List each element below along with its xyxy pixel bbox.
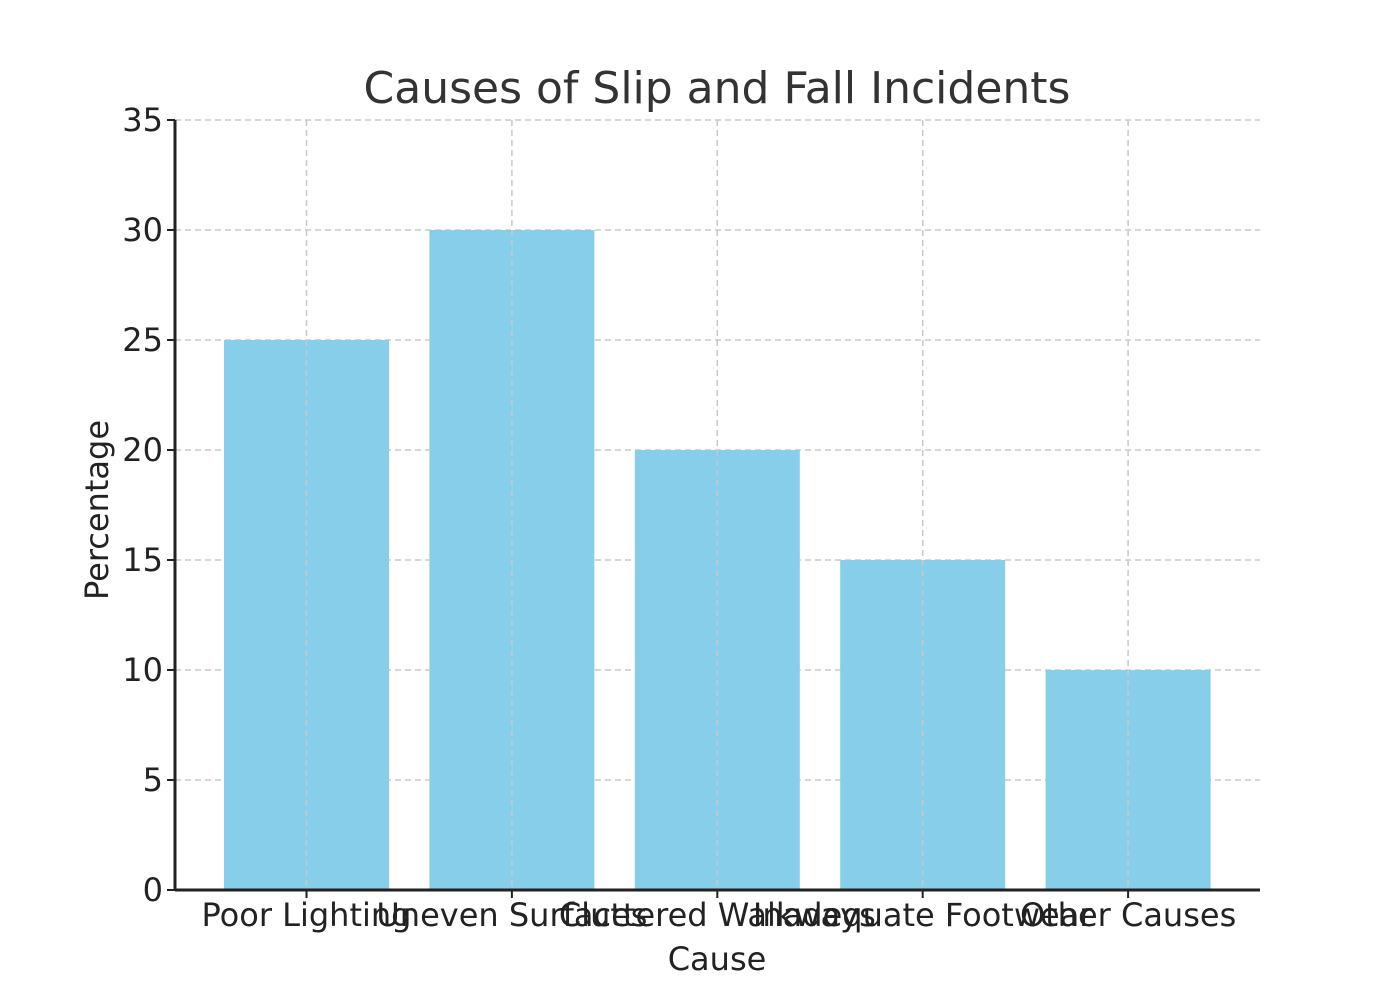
y-axis-ticks: 0 5 10 15 20 25 30 35 bbox=[122, 101, 175, 909]
x-axis-label: Cause bbox=[668, 940, 767, 978]
y-tick-label: 30 bbox=[122, 211, 163, 249]
x-tick-label: Inadequate Footwear bbox=[753, 896, 1093, 934]
x-tick-label: Other Causes bbox=[1020, 896, 1236, 934]
y-tick-label: 5 bbox=[143, 761, 163, 799]
y-tick-label: 35 bbox=[122, 101, 163, 139]
y-tick-label: 20 bbox=[122, 431, 163, 469]
y-axis-label: Percentage bbox=[78, 420, 116, 600]
x-tick-label: Uneven Surfaces bbox=[376, 896, 647, 934]
x-tick-label: Poor Lighting bbox=[202, 896, 412, 934]
chart-title: Causes of Slip and Fall Incidents bbox=[364, 63, 1071, 114]
x-tick-label: Cluttered Walkways bbox=[559, 896, 876, 934]
vertical-gridlines bbox=[305, 120, 1129, 890]
y-tick-label: 15 bbox=[122, 541, 163, 579]
y-tick-label: 10 bbox=[122, 651, 163, 689]
y-tick-label: 25 bbox=[122, 321, 163, 359]
y-tick-label: 0 bbox=[143, 871, 163, 909]
